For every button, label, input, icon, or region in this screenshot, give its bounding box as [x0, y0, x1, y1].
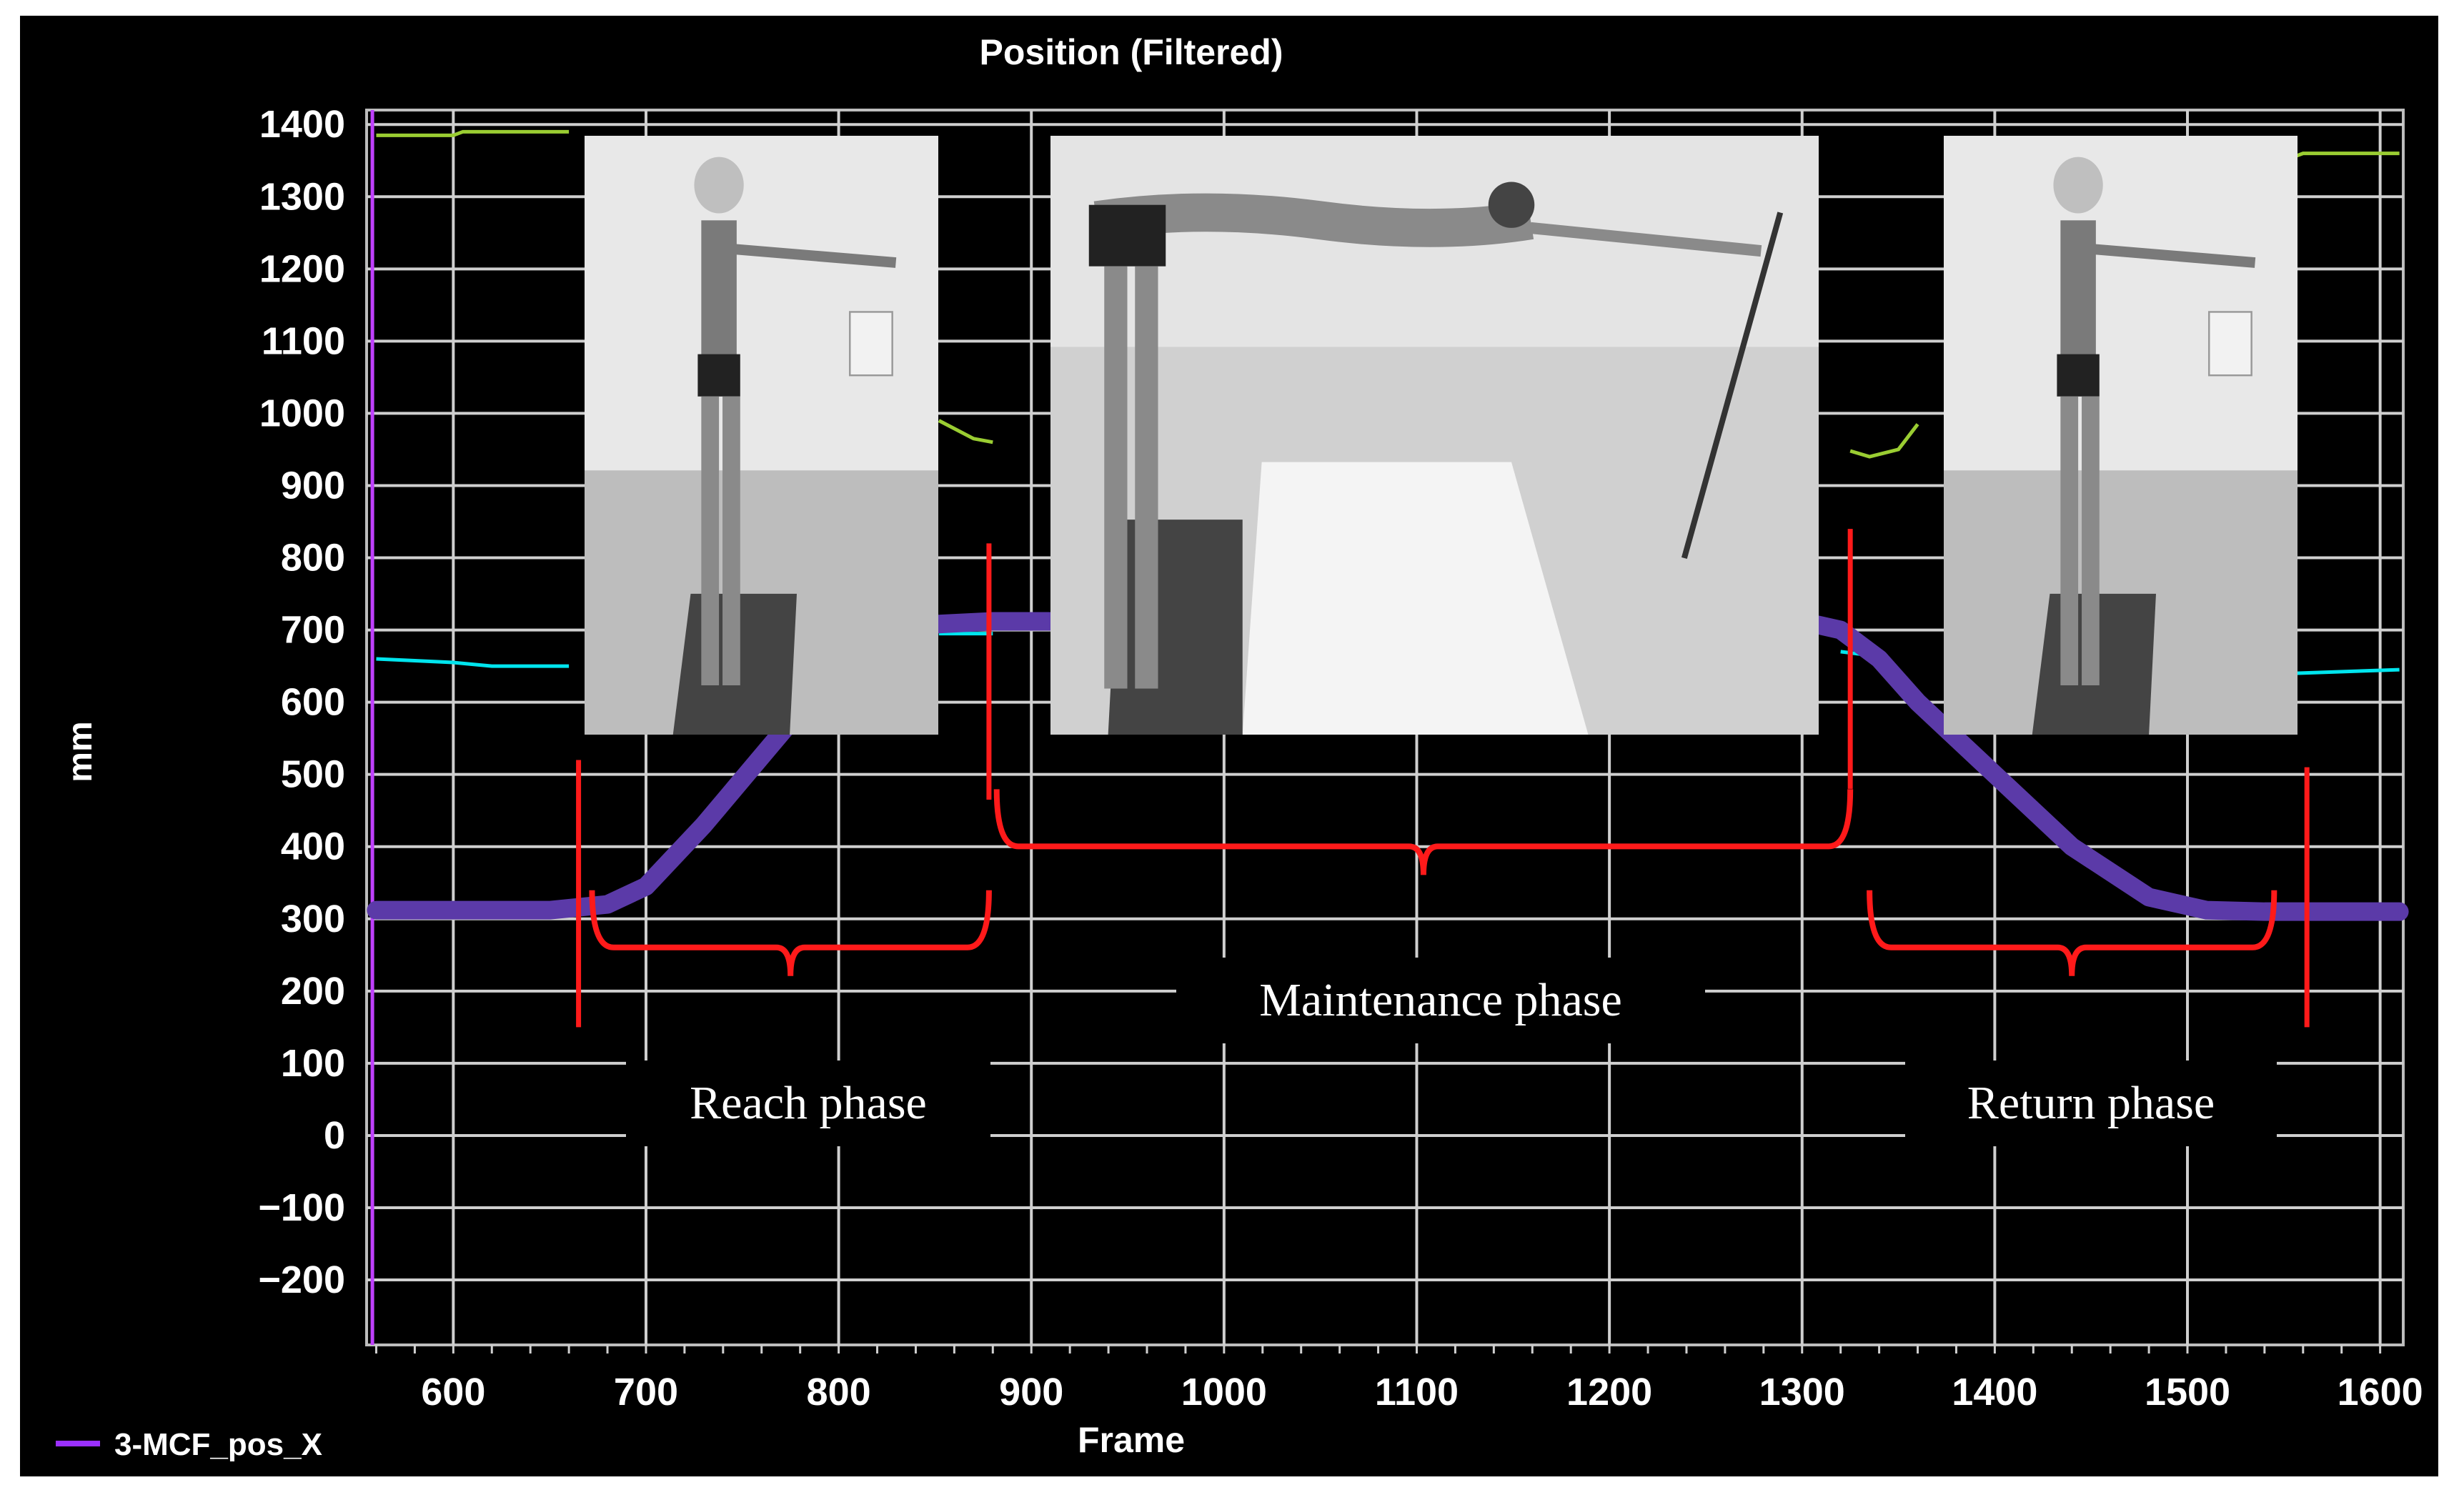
secondary-series-line [376, 129, 570, 137]
y-tick-label: 500 [281, 753, 345, 796]
series-fragment [2293, 667, 2400, 675]
x-tick-label: 600 [421, 1371, 485, 1414]
y-tick-label: 1300 [259, 175, 345, 218]
return-phase-label: Return phase [1905, 1061, 2277, 1146]
x-tick-label: 1300 [1759, 1371, 1845, 1414]
chart-frame: 600 700 800 900 1000 1100 1200 1300 1400 1500 1600… [20, 16, 2438, 1476]
series-fragment [1849, 423, 1919, 459]
y-tick-label: 400 [281, 825, 345, 868]
series-fragment [938, 419, 993, 444]
x-tick-label: 1000 [1181, 1371, 1267, 1414]
y-tick-label: −200 [258, 1258, 345, 1301]
x-tick-label: 1500 [2145, 1371, 2230, 1414]
y-tick-label: 800 [281, 537, 345, 580]
x-tick-label: 1400 [1952, 1371, 2037, 1414]
x-tick-label: 700 [614, 1371, 678, 1414]
y-tick-label: 1100 [262, 319, 345, 362]
x-tick-label: 900 [999, 1371, 1063, 1414]
y-tick-label: 0 [324, 1114, 345, 1157]
y-tick-label: 200 [281, 970, 345, 1013]
legend-label: 3-MCF_pos_X [114, 1427, 322, 1462]
y-tick-label: 100 [281, 1042, 345, 1085]
chart-title: Position (Filtered) [980, 32, 1283, 72]
y-tick-label: 1000 [259, 392, 345, 434]
y-tick-label: 1400 [259, 103, 345, 146]
x-tick-label: 1100 [1375, 1371, 1459, 1414]
x-tick-label: 1200 [1566, 1371, 1652, 1414]
y-tick-label: 300 [281, 898, 345, 940]
y-tick-label: 900 [281, 464, 345, 507]
x-tick-label: 800 [807, 1371, 871, 1414]
y-tick-label: 1200 [259, 247, 345, 290]
maintenance-photo [1050, 136, 1819, 735]
y-tick-label: 600 [281, 681, 345, 724]
y-tick-label: 700 [281, 609, 345, 652]
reach-phase-label: Reach phase [626, 1061, 990, 1146]
return-photo [1944, 136, 2297, 735]
y-axis-label: mm [61, 721, 99, 782]
reach-photo [585, 136, 938, 735]
x-tick-label: 1600 [2338, 1371, 2423, 1414]
secondary-series-line [376, 657, 570, 668]
x-axis-label: Frame [1078, 1420, 1185, 1460]
y-tick-label: −100 [258, 1186, 345, 1229]
maintenance-phase-label: Maintenance phase [1176, 958, 1705, 1043]
